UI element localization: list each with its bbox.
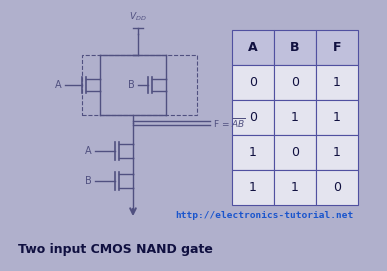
- Bar: [82, 55, 197, 115]
- Text: 0: 0: [249, 76, 257, 89]
- Text: A: A: [55, 80, 62, 90]
- Text: B: B: [128, 80, 135, 90]
- Text: 0: 0: [291, 146, 299, 159]
- Bar: [232, 135, 274, 170]
- Bar: [316, 65, 358, 100]
- Text: 1: 1: [333, 111, 341, 124]
- Text: 1: 1: [291, 181, 299, 194]
- Bar: [274, 30, 316, 65]
- Bar: [316, 100, 358, 135]
- Bar: [316, 30, 358, 65]
- Text: 0: 0: [249, 111, 257, 124]
- Text: 1: 1: [333, 146, 341, 159]
- Text: $V_{DD}$: $V_{DD}$: [129, 11, 147, 23]
- Text: A: A: [248, 41, 258, 54]
- Text: B: B: [85, 176, 92, 186]
- Bar: [274, 170, 316, 205]
- Text: 0: 0: [291, 76, 299, 89]
- Text: 0: 0: [333, 181, 341, 194]
- Text: B: B: [290, 41, 300, 54]
- Text: Two input CMOS NAND gate: Two input CMOS NAND gate: [18, 243, 213, 256]
- Bar: [232, 65, 274, 100]
- Bar: [232, 30, 274, 65]
- Bar: [316, 170, 358, 205]
- Text: 1: 1: [333, 76, 341, 89]
- Bar: [274, 135, 316, 170]
- Text: F = $\overline{AB}$: F = $\overline{AB}$: [213, 116, 246, 130]
- Bar: [274, 100, 316, 135]
- Bar: [274, 65, 316, 100]
- Bar: [232, 100, 274, 135]
- Text: http://electronics-tutorial.net: http://electronics-tutorial.net: [175, 211, 353, 221]
- Bar: [232, 170, 274, 205]
- Text: A: A: [86, 146, 92, 156]
- Text: 1: 1: [249, 146, 257, 159]
- Text: 1: 1: [249, 181, 257, 194]
- Text: F: F: [333, 41, 341, 54]
- Bar: [316, 135, 358, 170]
- Text: 1: 1: [291, 111, 299, 124]
